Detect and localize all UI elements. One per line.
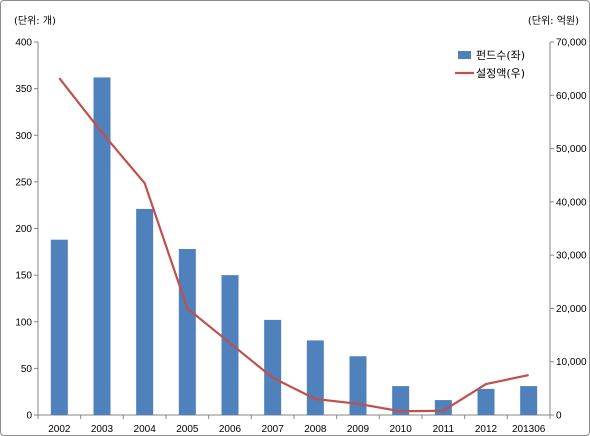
left-tick-label: 250: [15, 177, 32, 188]
legend-bar-label: 펀드수(좌): [476, 49, 525, 62]
x-tick-label: 2002: [48, 424, 71, 435]
left-tick-label: 200: [15, 224, 32, 235]
bar: [264, 319, 282, 415]
x-tick-label: 2004: [134, 424, 157, 435]
left-tick-label: 150: [15, 271, 32, 282]
left-tick-label: 100: [15, 317, 32, 328]
bar: [306, 340, 324, 415]
left-unit-label: (단위: 개): [14, 14, 56, 27]
right-tick-label: 40,000: [556, 197, 587, 208]
left-tick-label: 350: [15, 84, 32, 95]
x-tick-label: 2009: [347, 424, 370, 435]
legend-line-label: 설정액(우): [476, 67, 525, 80]
left-tick-label: 300: [15, 131, 32, 142]
left-axis-ticks: 0 50 100 150 200 250 300 350 400: [15, 38, 38, 422]
bar: [50, 239, 68, 415]
right-tick-label: 60,000: [556, 91, 587, 102]
left-tick-label: 50: [21, 364, 33, 375]
bar: [520, 386, 538, 415]
bar-series: [50, 77, 538, 415]
bar: [178, 249, 196, 415]
bar: [136, 208, 154, 415]
left-tick-label: 0: [26, 411, 32, 422]
bar: [93, 77, 111, 415]
bar: [392, 386, 410, 415]
right-tick-label: 70,000: [556, 38, 587, 49]
line-series: [58, 77, 529, 413]
bar: [477, 388, 495, 415]
left-tick-label: 400: [15, 38, 32, 49]
right-axis-ticks: 0 10,000 20,000 30,000 40,000 50,000 60,000 70,…: [550, 38, 587, 422]
x-axis-ticks: 2002 2003 2004 2005 2006 2007 2008 2009 2010 2011…: [37, 415, 551, 435]
x-tick-label: 2003: [91, 424, 114, 435]
x-tick-label: 2011: [433, 424, 455, 435]
x-tick-label: 2010: [390, 424, 413, 435]
x-tick-label: 2012: [475, 424, 498, 435]
bar: [349, 356, 367, 415]
x-tick-label: 2006: [219, 424, 242, 435]
right-tick-label: 30,000: [556, 251, 587, 262]
right-tick-label: 10,000: [556, 357, 587, 368]
x-tick-label: 2007: [262, 424, 285, 435]
legend: 펀드수(좌) 설정액(우): [455, 49, 525, 80]
x-tick-label: 201306: [512, 424, 546, 435]
bar: [221, 275, 239, 415]
right-tick-label: 50,000: [556, 144, 587, 155]
x-tick-label: 2008: [304, 424, 327, 435]
right-tick-label: 0: [556, 411, 562, 422]
legend-bar-swatch: [458, 51, 471, 59]
right-unit-label: (단위: 억원): [528, 14, 579, 27]
x-tick-label: 2005: [176, 424, 199, 435]
right-tick-label: 20,000: [556, 304, 587, 315]
